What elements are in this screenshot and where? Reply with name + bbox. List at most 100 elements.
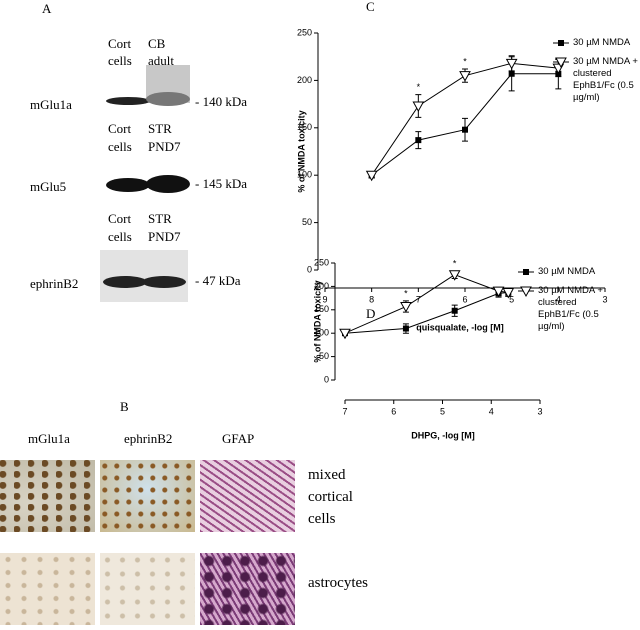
marker <box>505 58 518 70</box>
marker <box>365 170 378 182</box>
x-tick-label: 3 <box>602 294 607 304</box>
marker <box>523 269 529 275</box>
x-axis-label: quisqualate, -log [M] <box>416 322 504 332</box>
x-tick-label: 4 <box>556 294 561 304</box>
lane-label: STR <box>148 211 172 226</box>
y-tick-label: 200 <box>314 281 329 291</box>
y-tick-label: 200 <box>297 75 312 85</box>
lane-label: Cort <box>108 121 132 136</box>
blot-band <box>146 175 190 193</box>
blot-band <box>142 276 186 288</box>
marker <box>462 126 468 133</box>
marker <box>339 328 351 340</box>
panel-label: B <box>120 399 129 414</box>
column-label: ephrinB2 <box>124 431 172 446</box>
micrograph <box>200 553 295 625</box>
blot-background <box>100 250 188 302</box>
column-label: GFAP <box>222 431 254 446</box>
x-axis-label: DHPG, -log [M] <box>411 430 475 440</box>
x-tick-label: 5 <box>440 406 445 416</box>
lane-label: PND7 <box>148 139 181 154</box>
lane-label: Cort <box>108 36 132 51</box>
blot-band <box>106 178 150 192</box>
marker <box>451 307 458 314</box>
y-tick-label: 250 <box>314 257 329 267</box>
marker <box>558 40 564 46</box>
blot-band <box>146 92 190 106</box>
marker <box>459 71 471 82</box>
y-tick-label: 150 <box>314 304 329 314</box>
panel-label: D <box>366 306 375 321</box>
marker <box>502 287 515 299</box>
panel-label: A <box>42 1 52 16</box>
column-label: mGlu1a <box>28 431 70 446</box>
lane-label: adult <box>148 53 174 68</box>
micrograph <box>0 460 95 532</box>
micrograph <box>100 553 195 625</box>
micrograph <box>200 460 295 532</box>
y-tick-label: 0 <box>324 374 329 384</box>
marker <box>555 57 567 69</box>
lane-label: PND7 <box>148 229 181 244</box>
size-label: - 47 kDa <box>195 273 241 288</box>
y-tick-label: 100 <box>297 170 312 180</box>
marker <box>415 137 422 144</box>
legend-entry: 30 µM NMDA + clustered EphB1/Fc (0.5 µg/… <box>538 285 603 332</box>
legend-label: 30 µM NMDA + clustered EphB1/Fc (0.5 µg/… <box>573 56 638 103</box>
micrograph <box>0 553 95 625</box>
legend-label: 30 µM NMDA <box>538 266 596 277</box>
legend-entry: 30 µM NMDA <box>538 266 596 277</box>
x-tick-label: 7 <box>416 294 421 304</box>
marker <box>412 101 425 113</box>
lane-label: STR <box>148 121 172 136</box>
x-tick-label: 4 <box>489 406 494 416</box>
lane-label: CB <box>148 36 166 51</box>
x-tick-label: 8 <box>369 294 374 304</box>
y-axis-label: % of NMDA toxicity <box>296 110 306 192</box>
x-tick-label: 6 <box>391 406 396 416</box>
lane-label: Cort <box>108 211 132 226</box>
lane-label: cells <box>108 139 132 154</box>
marker <box>448 270 461 281</box>
size-label: - 140 kDa <box>195 94 247 109</box>
x-tick-label: 3 <box>537 406 542 416</box>
legend-label: 30 µM NMDA + clustered EphB1/Fc (0.5 µg/… <box>538 285 603 332</box>
protein-label: ephrinB2 <box>30 276 78 291</box>
x-tick-label: 7 <box>342 406 347 416</box>
micrograph <box>100 460 195 532</box>
lane-label: cells <box>108 53 132 68</box>
marker <box>492 286 505 298</box>
annotation: * <box>417 82 421 92</box>
marker <box>402 325 409 332</box>
y-tick-label: 250 <box>297 27 312 37</box>
y-tick-label: 50 <box>319 351 329 361</box>
marker <box>520 286 532 298</box>
panel-label: C <box>366 0 375 14</box>
y-axis-label: % of NMDA toxicity <box>312 280 322 362</box>
legend-entry: 30 µM NMDA + clustered EphB1/Fc (0.5 µg/… <box>573 56 638 103</box>
marker <box>400 302 412 313</box>
row-label: astrocytes <box>308 575 368 591</box>
y-tick-label: 0 <box>307 264 312 274</box>
legend-entry: 30 µM NMDA <box>573 37 631 48</box>
y-tick-label: 100 <box>314 328 329 338</box>
blot-band <box>103 276 147 288</box>
size-label: - 145 kDa <box>195 176 247 191</box>
protein-label: mGlu5 <box>30 179 66 194</box>
x-tick-label: 6 <box>462 294 467 304</box>
x-tick-label: 5 <box>509 294 514 304</box>
protein-label: mGlu1a <box>30 97 72 112</box>
y-tick-label: 50 <box>302 217 312 227</box>
annotation: * <box>463 56 467 66</box>
lane-label: cells <box>108 229 132 244</box>
legend-label: 30 µM NMDA <box>573 37 631 48</box>
annotation: * <box>453 258 457 268</box>
y-tick-label: 150 <box>297 122 312 132</box>
row-label: mixed cortical cells <box>308 467 353 527</box>
marker <box>508 70 515 77</box>
annotation: * <box>404 288 408 298</box>
blot-band <box>106 97 150 105</box>
x-tick-label: 9 <box>322 294 327 304</box>
